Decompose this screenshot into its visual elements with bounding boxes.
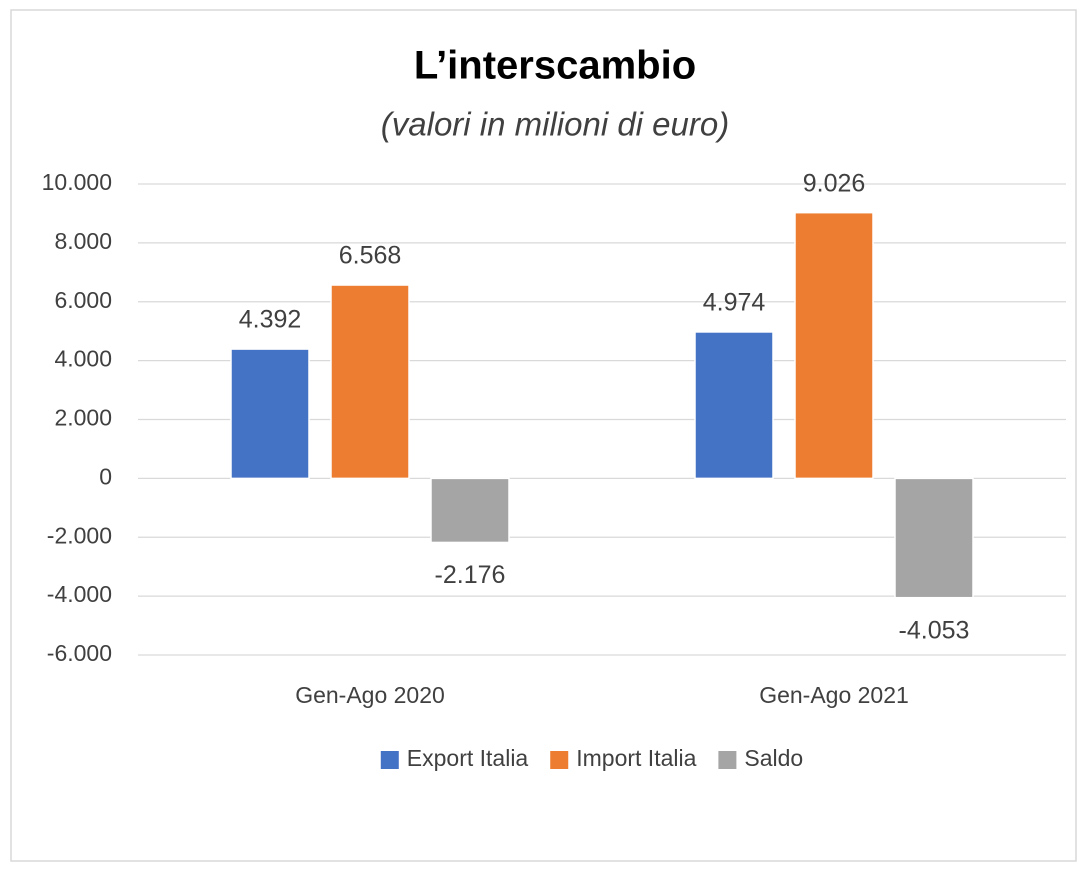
bar bbox=[430, 477, 510, 544]
bar bbox=[794, 211, 874, 480]
value-label: 9.026 bbox=[803, 169, 866, 197]
value-label: 4.392 bbox=[239, 306, 302, 334]
value-label: 4.974 bbox=[703, 289, 766, 317]
bar bbox=[330, 284, 410, 480]
value-label: 6.568 bbox=[339, 242, 402, 270]
y-tick-label: 10.000 bbox=[42, 169, 112, 195]
legend-swatch bbox=[550, 751, 569, 769]
y-tick-label: 2.000 bbox=[54, 405, 112, 431]
y-tick-label: -2.000 bbox=[47, 522, 112, 548]
y-tick-label: 0 bbox=[99, 463, 112, 489]
legend-swatch bbox=[380, 751, 399, 769]
y-tick-label: 4.000 bbox=[54, 346, 112, 372]
y-tick-label: -4.000 bbox=[47, 581, 112, 607]
bar bbox=[694, 331, 774, 480]
value-label: -4.053 bbox=[899, 616, 970, 644]
legend-label: Import Italia bbox=[576, 745, 696, 771]
y-tick-label: 8.000 bbox=[54, 228, 112, 254]
chart-border bbox=[10, 9, 1077, 862]
y-tick-label: -6.000 bbox=[47, 640, 112, 666]
y-tick-label: 6.000 bbox=[54, 287, 112, 313]
bar bbox=[894, 477, 974, 599]
legend-label: Export Italia bbox=[407, 745, 529, 771]
x-tick-label: Gen-Ago 2021 bbox=[759, 682, 909, 708]
chart-subtitle: (valori in milioni di euro) bbox=[381, 106, 729, 143]
x-tick-label: Gen-Ago 2020 bbox=[295, 682, 445, 708]
legend-label: Saldo bbox=[744, 745, 803, 771]
chart-title: L’interscambio bbox=[414, 44, 696, 88]
bar bbox=[230, 348, 310, 480]
value-label: -2.176 bbox=[435, 561, 506, 589]
legend-swatch bbox=[718, 751, 737, 769]
